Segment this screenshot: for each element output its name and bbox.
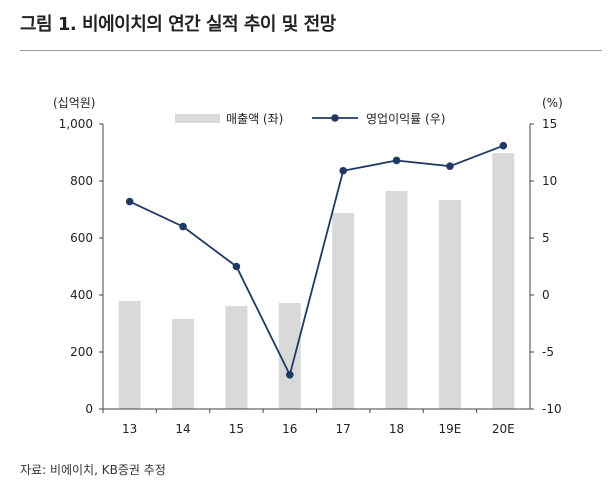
x-tick-label: 15 bbox=[229, 422, 244, 436]
bar-19E bbox=[438, 200, 461, 409]
bar-20E bbox=[492, 153, 515, 409]
x-tick-label: 16 bbox=[282, 422, 297, 436]
right-axis-unit: (%) bbox=[542, 96, 563, 110]
x-tick-label: 19E bbox=[439, 422, 462, 436]
source-note: 자료: 비에이치, KB증권 추정 bbox=[20, 463, 166, 477]
bar-14 bbox=[172, 318, 195, 409]
bar-18 bbox=[385, 190, 408, 409]
point-15 bbox=[232, 262, 241, 271]
point-20E bbox=[499, 141, 508, 150]
chart-title: 그림 1. 비에이치의 연간 실적 추이 및 전망 bbox=[20, 14, 336, 35]
right-tick-label: 10 bbox=[542, 174, 557, 188]
left-tick-label: 800 bbox=[70, 174, 93, 188]
x-tick-label: 14 bbox=[175, 422, 190, 436]
right-tick-label: -5 bbox=[542, 345, 554, 359]
point-16 bbox=[286, 371, 294, 379]
left-tick-label: 0 bbox=[85, 402, 93, 416]
left-tick-label: 200 bbox=[70, 345, 93, 359]
bar-16 bbox=[278, 302, 301, 409]
x-tick-label: 20E bbox=[492, 422, 515, 436]
right-tick-label: 15 bbox=[542, 117, 557, 131]
legend-bar-label: 매출액 (좌) bbox=[226, 112, 283, 126]
left-tick-label: 600 bbox=[70, 231, 93, 245]
bar-15 bbox=[225, 306, 248, 409]
point-19E bbox=[446, 162, 454, 170]
left-tick-label: 1,000 bbox=[59, 117, 93, 131]
x-tick-label: 18 bbox=[389, 422, 404, 436]
right-tick-label: -10 bbox=[542, 402, 562, 416]
legend-line-label: 영업이익률 (우) bbox=[366, 112, 445, 126]
line-series-operating-margin bbox=[129, 144, 504, 378]
left-tick-label: 400 bbox=[70, 288, 93, 302]
point-17 bbox=[339, 166, 347, 175]
point-14 bbox=[179, 222, 187, 231]
x-tick-label: 13 bbox=[122, 422, 137, 436]
bar-17 bbox=[332, 212, 355, 409]
x-tick-label: 17 bbox=[336, 422, 351, 436]
point-18 bbox=[392, 156, 401, 165]
right-tick-label: 5 bbox=[542, 231, 550, 245]
legend-bar-swatch bbox=[175, 114, 220, 123]
right-tick-label: 0 bbox=[542, 288, 550, 302]
bar-13 bbox=[118, 300, 141, 409]
title-divider bbox=[20, 50, 602, 51]
point-13 bbox=[125, 197, 134, 206]
legend-line-marker bbox=[331, 114, 339, 122]
left-axis-unit: (십억원) bbox=[53, 96, 95, 110]
